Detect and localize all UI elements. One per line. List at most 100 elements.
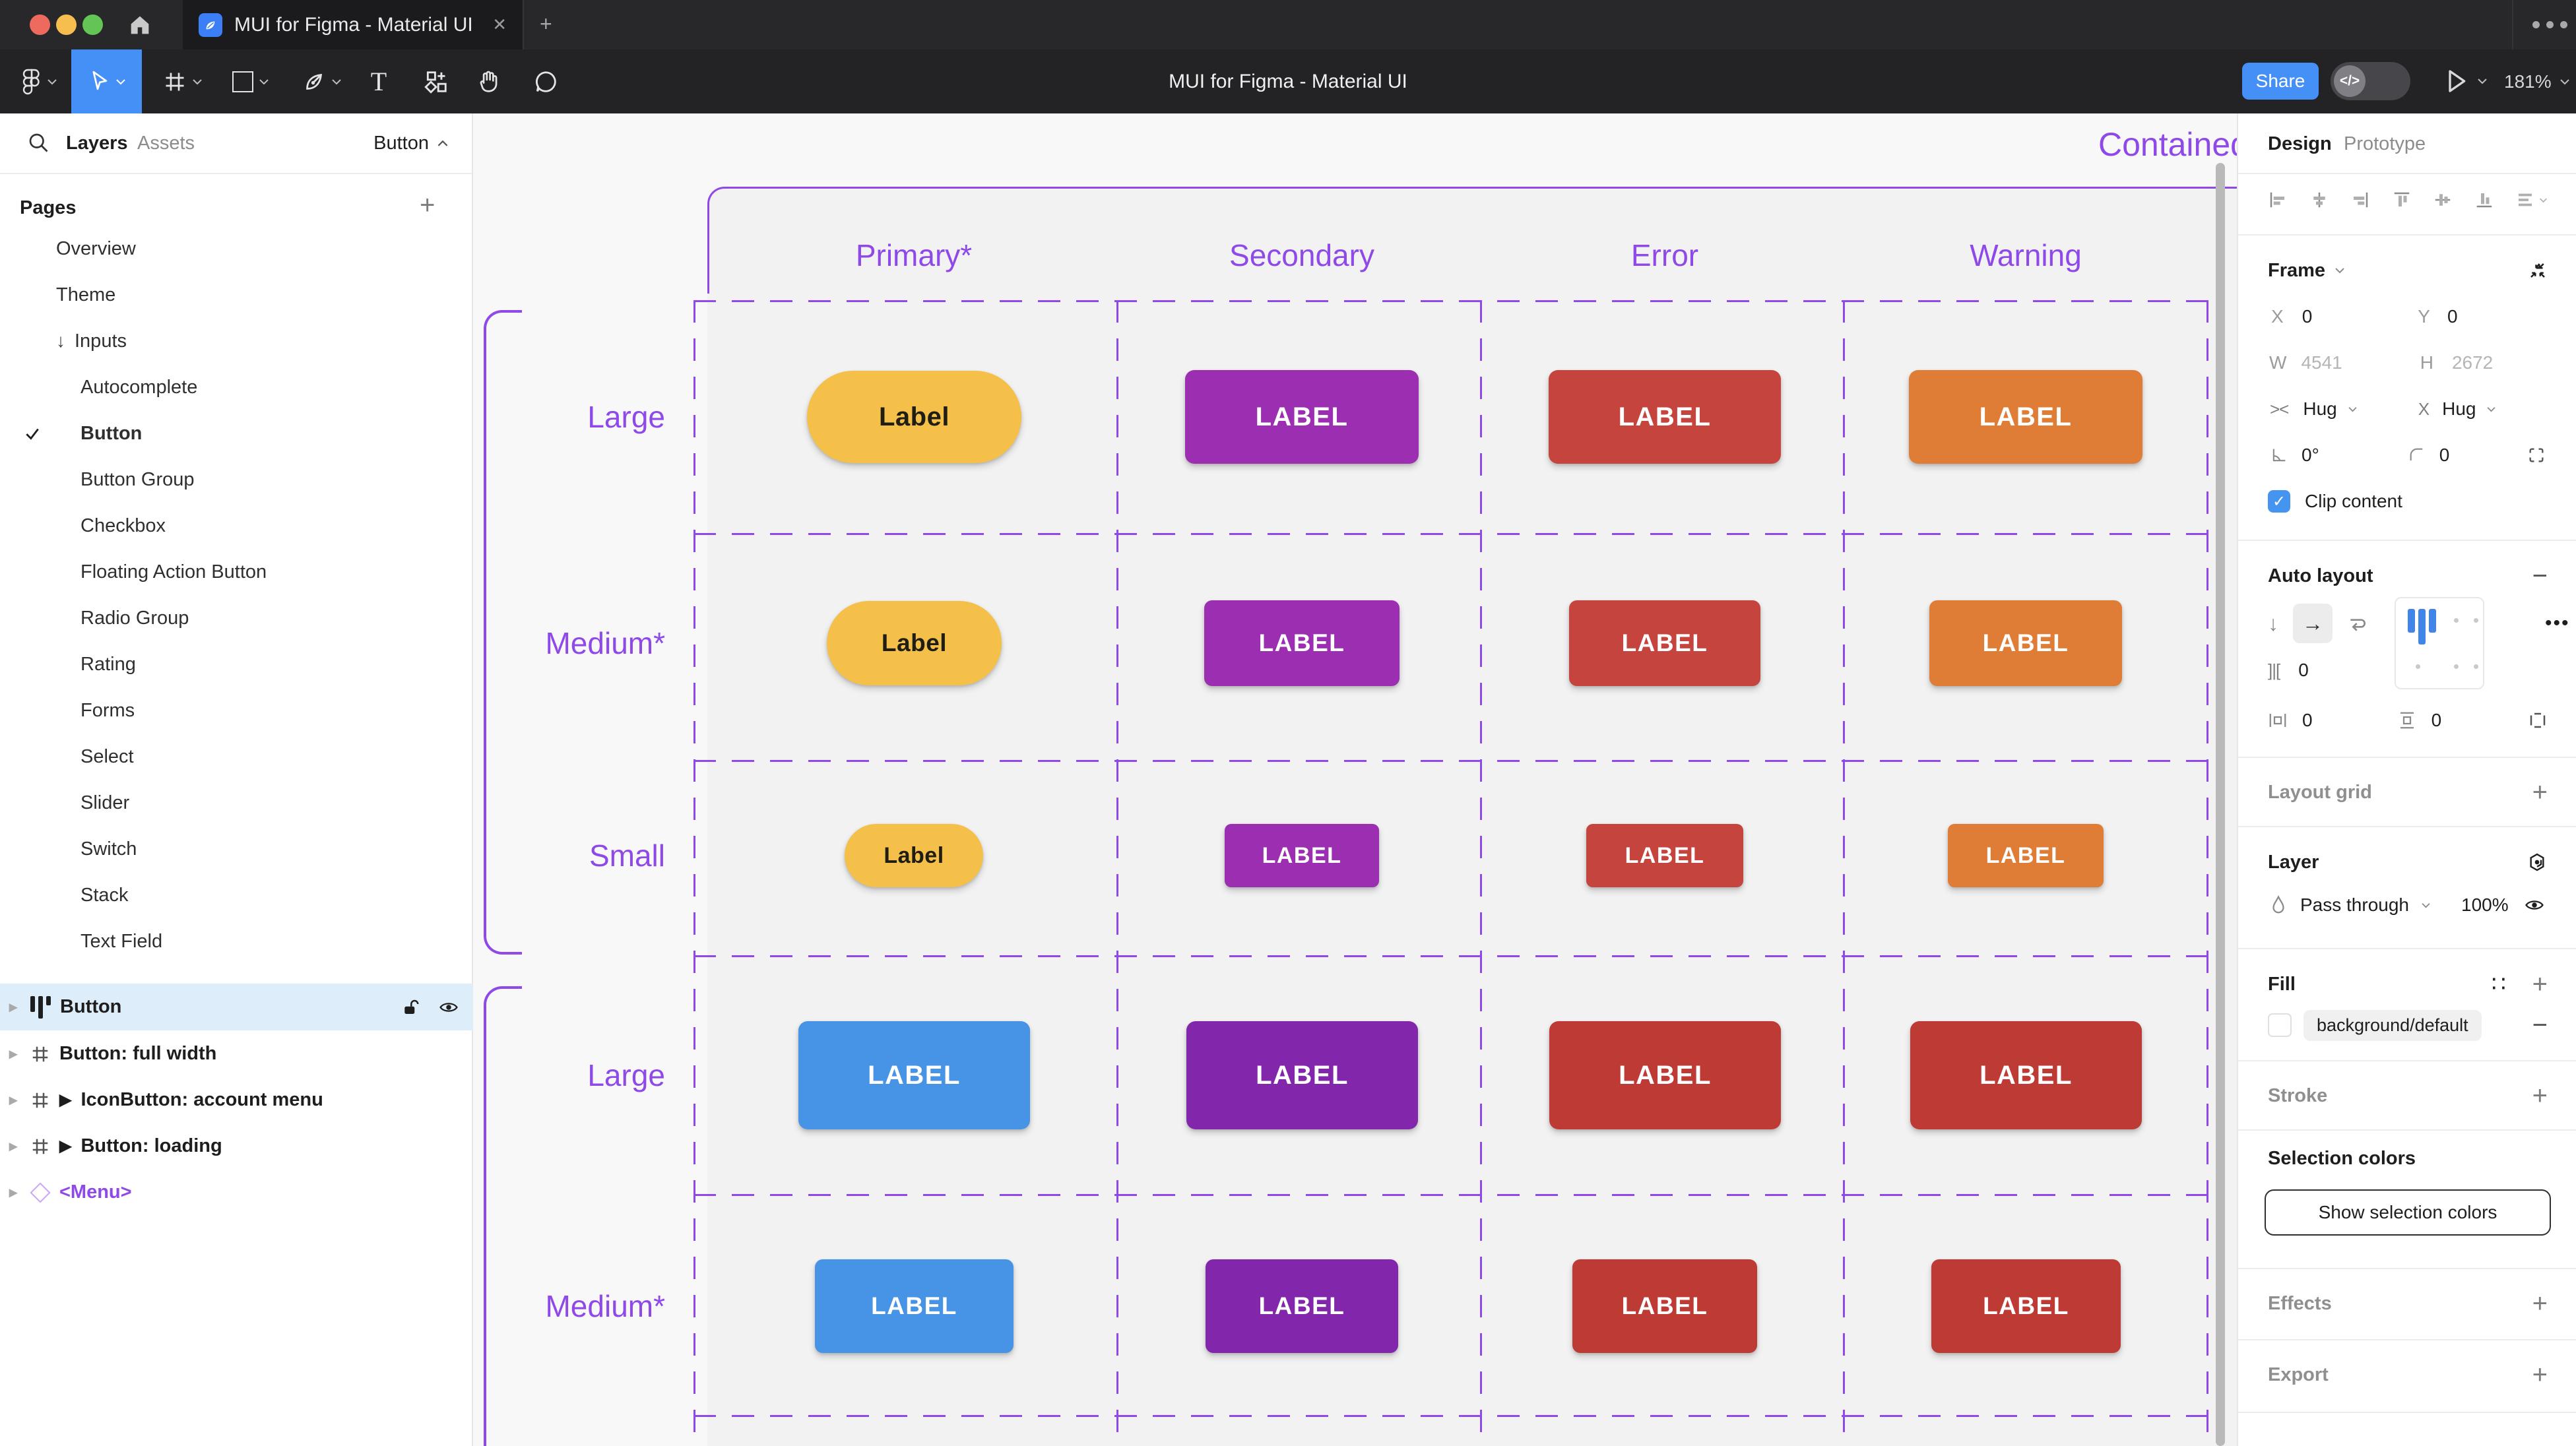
maximize-window-button[interactable] <box>82 15 103 35</box>
add-layout-grid-icon[interactable]: + <box>2532 777 2548 807</box>
auto-layout-more-icon[interactable]: ••• <box>2545 612 2570 634</box>
canvas-scrollbar[interactable] <box>2216 163 2225 1446</box>
align-horizontal-center-icon[interactable] <box>2309 190 2329 210</box>
share-button[interactable]: Share <box>2242 63 2319 100</box>
row-label-medium[interactable]: Medium* <box>545 626 665 660</box>
document-tab[interactable]: MUI for Figma - Material UI ✕ <box>183 0 523 49</box>
layer-row-button-loading[interactable]: ▸ ▶ Button: loading <box>0 1123 473 1170</box>
disclosure-triangle-icon[interactable]: ▸ <box>9 1137 18 1155</box>
canvas[interactable]: Contained Primary* Secondary Error Warni… <box>473 113 2237 1446</box>
tab-design[interactable]: Design <box>2268 133 2332 154</box>
layout-horizontal-icon[interactable]: → <box>2293 604 2333 643</box>
sidebar-item-text-field[interactable]: Text Field <box>80 930 163 952</box>
chevron-down-icon[interactable] <box>2334 267 2345 274</box>
sidebar-item-rating[interactable]: Rating <box>80 653 136 675</box>
hug-horizontal[interactable]: Hug <box>2303 398 2337 419</box>
vertical-padding-value[interactable]: 0 <box>2431 710 2442 730</box>
layout-vertical-icon[interactable]: ↓ <box>2268 611 2278 635</box>
add-page-icon[interactable]: + <box>420 191 435 220</box>
zoom-menu[interactable]: 181% <box>2504 71 2570 92</box>
sidebar-item-inputs[interactable]: ↓ Inputs <box>56 330 127 352</box>
blend-mode-value[interactable]: Pass through <box>2300 895 2409 915</box>
sidebar-item-switch[interactable]: Switch <box>80 838 137 860</box>
column-header-warning[interactable]: Warning <box>1970 238 2082 272</box>
collapse-frame-icon[interactable] <box>2528 261 2548 280</box>
frame-section-title[interactable]: Frame <box>2268 259 2326 281</box>
independent-corners-icon[interactable] <box>2527 446 2546 464</box>
align-vertical-center-icon[interactable] <box>2433 190 2453 210</box>
close-window-button[interactable] <box>30 15 50 35</box>
disclosure-triangle-icon[interactable]: ▸ <box>9 1091 18 1109</box>
sidebar-item-button-group[interactable]: Button Group <box>80 468 195 490</box>
align-left-icon[interactable] <box>2268 190 2288 210</box>
width-value[interactable]: 4541 <box>2301 352 2342 373</box>
frame-title[interactable]: Contained <box>2098 126 2237 163</box>
clip-content-checkbox[interactable]: ✓ <box>2268 490 2290 513</box>
y-value[interactable]: 0 <box>2447 306 2458 327</box>
add-export-icon[interactable]: + <box>2532 1360 2548 1389</box>
button-secondary-large-2[interactable]: LABEL <box>1186 1021 1418 1129</box>
eye-icon[interactable] <box>2523 895 2546 915</box>
horizontal-padding-value[interactable]: 0 <box>2302 710 2313 730</box>
button-warning-medium-2[interactable]: LABEL <box>1931 1259 2121 1353</box>
eye-icon[interactable] <box>437 997 460 1017</box>
resources-tool[interactable] <box>417 49 455 113</box>
button-warning-large-2[interactable]: LABEL <box>1910 1021 2142 1129</box>
add-stroke-icon[interactable]: + <box>2532 1081 2548 1110</box>
column-header-primary[interactable]: Primary* <box>855 238 973 272</box>
close-tab-icon[interactable]: ✕ <box>492 15 507 34</box>
height-value[interactable]: 2672 <box>2451 352 2494 373</box>
align-top-icon[interactable] <box>2392 190 2412 210</box>
add-fill-icon[interactable]: + <box>2532 969 2548 999</box>
home-icon[interactable] <box>127 12 153 38</box>
button-secondary-medium-2[interactable]: LABEL <box>1206 1259 1398 1353</box>
button-primary-large[interactable]: Label <box>807 371 1021 463</box>
rotation-value[interactable]: 0° <box>2302 445 2319 465</box>
button-secondary-medium[interactable]: LABEL <box>1204 600 1400 686</box>
column-header-secondary[interactable]: Secondary <box>1229 238 1374 272</box>
button-primary-large-2[interactable]: LABEL <box>798 1021 1030 1129</box>
button-warning-medium[interactable]: LABEL <box>1929 600 2122 686</box>
hug-vertical[interactable]: Hug <box>2442 398 2476 419</box>
text-tool[interactable]: T <box>362 49 396 113</box>
row-label-small[interactable]: Small <box>589 838 665 873</box>
button-primary-small[interactable]: Label <box>845 824 983 887</box>
layout-wrap-icon[interactable] <box>2347 613 2368 634</box>
show-selection-colors-button[interactable]: Show selection colors <box>2265 1189 2551 1236</box>
column-header-error[interactable]: Error <box>1630 238 1699 272</box>
disclosure-triangle-icon[interactable]: ▸ <box>9 1183 18 1201</box>
button-error-small[interactable]: LABEL <box>1586 824 1743 887</box>
opacity-value[interactable]: 100% <box>2461 895 2509 915</box>
remove-auto-layout-icon[interactable]: − <box>2532 561 2548 590</box>
dev-mode-toggle[interactable]: </> <box>2331 62 2410 100</box>
fill-styles-icon[interactable]: ∷ <box>2492 972 2506 997</box>
row-label-large[interactable]: Large <box>587 400 665 434</box>
button-error-large-2[interactable]: LABEL <box>1549 1021 1781 1129</box>
button-secondary-large[interactable]: LABEL <box>1185 370 1419 464</box>
button-warning-small[interactable]: LABEL <box>1948 824 2104 887</box>
sidebar-item-checkbox[interactable]: Checkbox <box>80 515 166 536</box>
row-label-large-2[interactable]: Large <box>587 1058 665 1092</box>
fill-color-swatch[interactable] <box>2268 1013 2292 1037</box>
tab-layers[interactable]: Layers <box>66 133 128 154</box>
tab-assets[interactable]: Assets <box>137 133 195 154</box>
sidebar-item-theme[interactable]: Theme <box>56 284 116 305</box>
button-primary-medium[interactable]: Label <box>827 601 1002 685</box>
figma-main-menu[interactable] <box>13 49 66 113</box>
button-error-medium[interactable]: LABEL <box>1569 600 1760 686</box>
sidebar-item-stack[interactable]: Stack <box>80 884 129 906</box>
present-button[interactable] <box>2445 68 2488 94</box>
minimize-window-button[interactable] <box>56 15 77 35</box>
frame-tool[interactable] <box>157 49 209 113</box>
sidebar-item-forms[interactable]: Forms <box>80 699 135 721</box>
sidebar-item-autocomplete[interactable]: Autocomplete <box>80 376 198 398</box>
move-tool-selected[interactable] <box>71 49 142 113</box>
sidebar-item-button[interactable]: Button <box>0 418 473 449</box>
fill-token-chip[interactable]: background/default <box>2303 1009 2482 1041</box>
button-primary-medium-2[interactable]: LABEL <box>815 1259 1014 1353</box>
disclosure-triangle-icon[interactable]: ▸ <box>9 1045 18 1063</box>
disclosure-triangle-icon[interactable]: ▸ <box>9 998 18 1016</box>
layer-row-button-full-width[interactable]: ▸ Button: full width <box>0 1030 473 1077</box>
button-warning-large[interactable]: LABEL <box>1909 370 2142 464</box>
individual-padding-icon[interactable] <box>2528 710 2548 730</box>
